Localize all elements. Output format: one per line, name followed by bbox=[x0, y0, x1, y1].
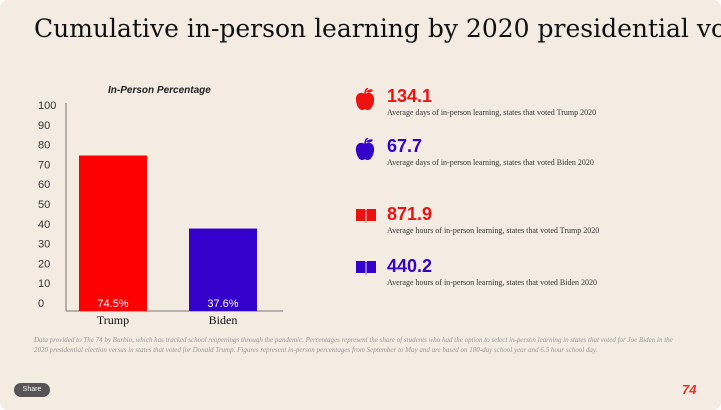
apple-icon bbox=[355, 88, 375, 111]
y-tick-label: 10 bbox=[38, 278, 50, 290]
chart-title: In-Person Percentage bbox=[108, 85, 211, 96]
footnote: Data provided to The 74 by Burbio, which… bbox=[34, 336, 673, 354]
share-button[interactable]: Share bbox=[14, 383, 50, 397]
x-tick-label: Biden bbox=[209, 313, 238, 327]
stat-value: 440.2 bbox=[387, 256, 433, 276]
page-title: Cumulative in-person learning by 2020 pr… bbox=[34, 14, 721, 43]
y-tick-label: 80 bbox=[38, 140, 50, 152]
logo: 74 bbox=[682, 382, 696, 397]
y-tick-label: 70 bbox=[38, 159, 50, 171]
bar bbox=[189, 228, 257, 311]
stat-value: 134.1 bbox=[387, 86, 433, 106]
apple-icon bbox=[355, 138, 375, 161]
bar bbox=[79, 155, 147, 311]
y-tick-label: 90 bbox=[38, 120, 50, 132]
data-label: 74.5% bbox=[97, 298, 128, 310]
y-tick-label: 30 bbox=[38, 239, 50, 251]
x-tick-label: Trump bbox=[97, 313, 129, 327]
data-label: 37.6% bbox=[207, 298, 238, 310]
stat-value: 67.7 bbox=[387, 136, 423, 156]
stat-description: Average days of in-person learning, stat… bbox=[387, 108, 597, 117]
stat-description: Average days of in-person learning, stat… bbox=[387, 158, 594, 167]
book-icon bbox=[356, 261, 376, 275]
stat-description: Average hours of in-person learning, sta… bbox=[387, 278, 598, 287]
y-tick-label: 40 bbox=[38, 219, 50, 231]
book-icon bbox=[356, 209, 376, 223]
stat-value: 871.9 bbox=[387, 204, 433, 224]
y-tick-label: 60 bbox=[38, 179, 50, 191]
y-tick-label: 20 bbox=[38, 258, 50, 270]
y-tick-label: 100 bbox=[38, 100, 56, 112]
stat-description: Average hours of in-person learning, sta… bbox=[387, 226, 600, 235]
logo-text: 74 bbox=[682, 382, 697, 397]
y-tick-label: 0 bbox=[38, 298, 44, 310]
y-tick-label: 50 bbox=[38, 199, 50, 211]
